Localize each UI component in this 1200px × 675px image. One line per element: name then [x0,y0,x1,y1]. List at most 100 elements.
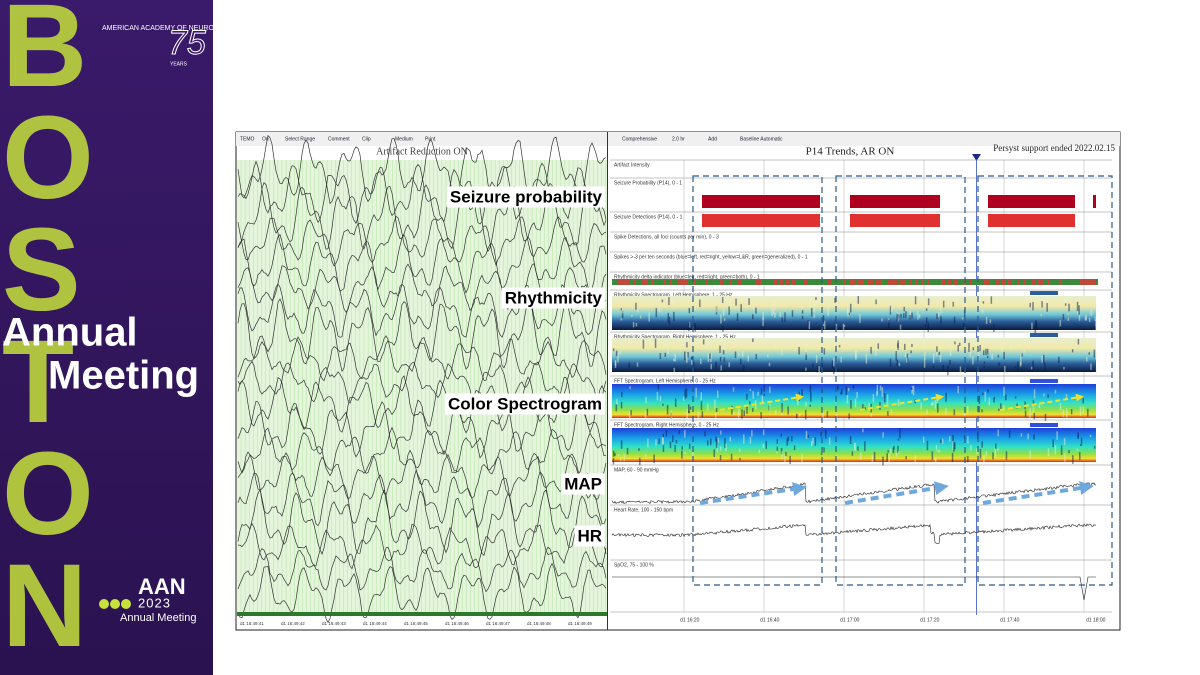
spectrogram-texture [612,348,615,352]
spectrogram-texture [689,406,692,410]
spectrogram-texture [657,384,660,390]
spectrogram-texture [1032,360,1034,370]
spectrogram-texture [787,436,790,442]
spectrogram-texture [932,365,935,368]
rhythm-indicator [807,279,810,285]
rhythm-indicator [948,279,951,285]
spectrogram-texture [739,448,741,453]
spectrogram-texture [621,391,623,397]
spectrogram-texture [1068,303,1070,312]
rhythm-indicator [699,279,702,285]
spectrogram-texture [752,391,754,399]
rhythm-indicator [1023,279,1026,285]
spectrogram-texture [951,452,954,462]
rhythm-indicator [843,279,846,285]
row-label: FFT Spectrogram, Left Hemisphere, 0 - 25… [614,378,716,384]
rhythm-indicator [1026,279,1029,285]
spectrogram-texture [1080,437,1083,445]
rhythm-indicator [648,279,651,285]
spectrogram-texture [904,352,907,358]
rhythm-indicator [1044,279,1047,285]
spectrogram-texture [864,441,866,452]
spectrogram-texture [1095,324,1097,333]
spectrogram-texture [1027,433,1029,440]
eeg-time: d1 16:49:44 [363,621,387,626]
rhythm-indicator [825,279,828,285]
rhythm-indicator [828,279,831,285]
spectrogram-texture [612,457,615,465]
spectrogram-texture [847,309,849,317]
rhythm-indicator [720,279,723,285]
spectrogram-texture [925,317,928,324]
spectrogram-texture [768,404,771,411]
spectrogram-texture [701,411,704,418]
spectrogram-texture [952,441,954,450]
eeg-time: d1 16:49:49 [568,621,592,626]
seizure-detection-bar [850,214,940,227]
boston-letter: N [2,540,87,672]
spectrogram-texture [813,314,816,318]
spectrogram-texture [987,389,989,393]
spectrogram-texture [983,365,985,369]
spectrogram-texture [814,437,817,446]
spectrogram-texture [905,311,907,318]
rhythm-indicator [915,279,918,285]
spectrogram-texture [1058,356,1060,364]
spectrogram-texture [743,434,745,444]
spectrogram-texture [655,308,658,318]
spectrogram-texture [887,450,889,453]
spectrogram-texture [741,409,743,419]
spectrogram-texture [681,450,683,459]
spectrogram-texture [761,395,764,404]
spectrogram-texture [689,338,692,341]
spectrogram-texture [884,393,886,403]
spectrogram-texture [922,436,925,443]
spectrogram-texture [784,312,786,323]
spectrogram-texture [857,296,860,304]
spectrogram-texture [725,443,727,452]
spectrogram-texture [612,450,615,457]
spectrogram-arrow [999,393,1084,411]
rhythm-indicator [909,279,912,285]
spectrogram-texture [665,340,667,349]
spectrogram-texture [665,429,668,437]
spectrogram-texture [854,398,857,408]
trend-arrow [982,481,1094,505]
row-label: Artifact Intensity [614,162,650,168]
rhythm-indicator [870,279,873,285]
toolbar-item: Select Range [285,136,315,142]
eeg-time: d1 16:49:48 [527,621,551,626]
spectrogram-texture [886,394,889,402]
cursor-marker [972,154,981,161]
rhythm-indicator [957,279,960,285]
spectrogram-texture [896,313,899,322]
spectrogram-texture [1093,349,1096,358]
spectrogram-texture [894,339,896,342]
spectrogram-texture [1047,394,1049,398]
spectrogram-texture [961,317,964,320]
spectrogram-texture [986,348,989,355]
rhythm-indicator [1077,279,1080,285]
toolbar-item: Comment [328,136,350,142]
spectrogram-texture [1003,351,1005,360]
spectrogram-texture [807,434,810,438]
highlight-box [977,175,1113,586]
spectrogram-texture [967,455,969,463]
spectrogram-texture [881,318,883,322]
spectrogram-texture [784,453,786,463]
trend-time: d1 17:20 [920,617,940,623]
spectrogram-texture [755,353,758,360]
spectrogram-texture [774,342,776,349]
rhythm-indicator [987,279,990,285]
spectrogram-texture [924,352,926,360]
spectrogram-texture [751,430,753,437]
spectrogram-texture [963,435,966,439]
spectrogram-texture [645,397,647,404]
spectrogram-texture [647,438,649,448]
color-scale [1030,291,1058,295]
spectrogram-texture [938,449,941,453]
spectrogram-texture [729,301,731,309]
spectrogram-texture [983,361,986,364]
spectrogram-texture [881,387,884,397]
